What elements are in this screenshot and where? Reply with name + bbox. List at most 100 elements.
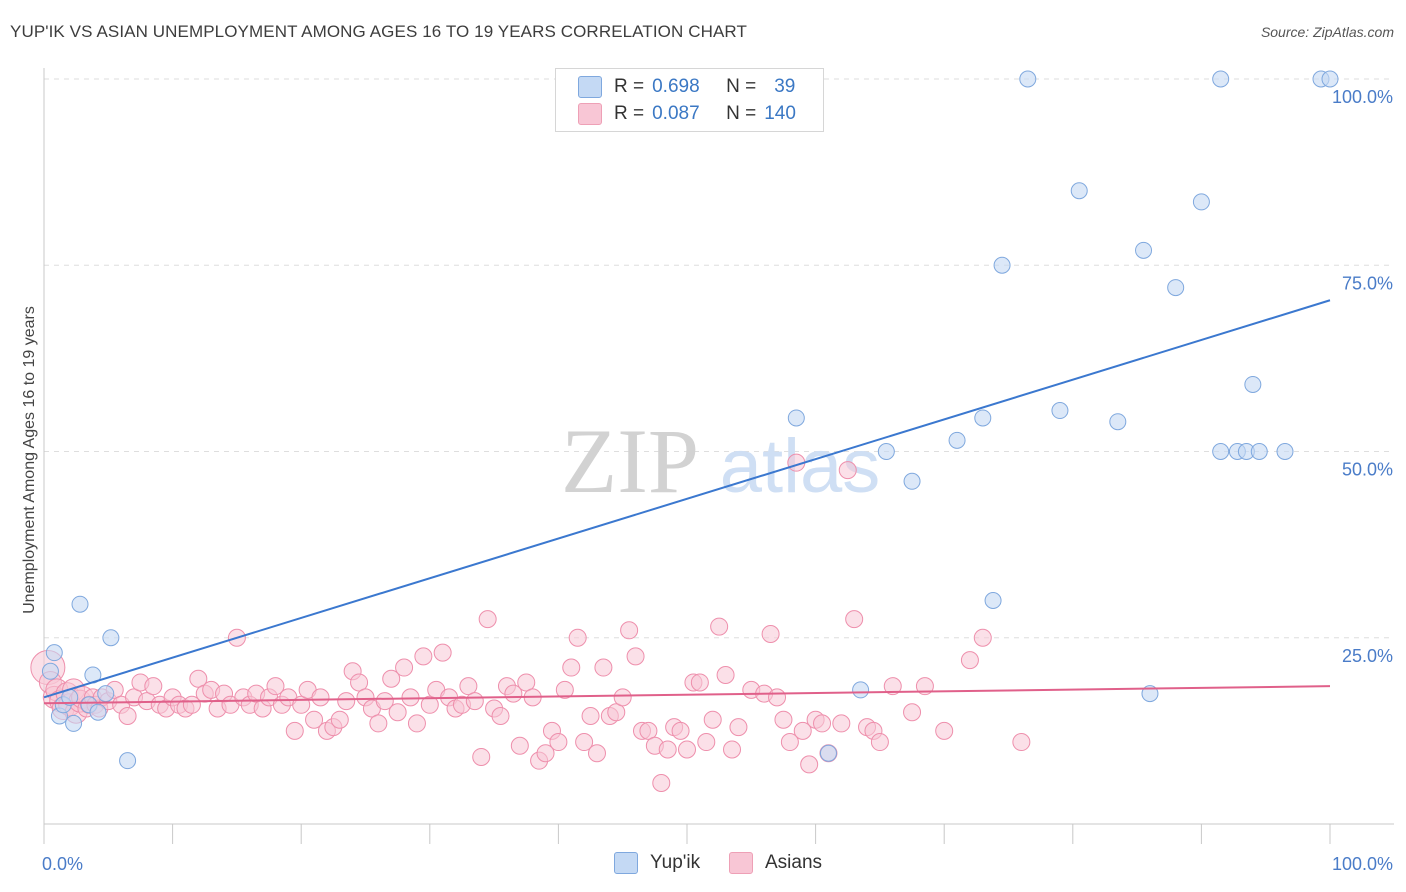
data-point-yupik bbox=[65, 714, 83, 732]
trend-lines bbox=[43, 299, 1331, 705]
data-point-asians bbox=[838, 461, 857, 480]
data-point-asians bbox=[581, 706, 600, 725]
data-point-yupik bbox=[974, 409, 992, 427]
data-point-asians bbox=[562, 658, 581, 677]
data-point-asians bbox=[414, 647, 433, 666]
data-point-yupik bbox=[1244, 375, 1262, 393]
data-point-yupik bbox=[1212, 443, 1230, 460]
data-point-asians bbox=[935, 721, 954, 740]
data-point-yupik bbox=[1135, 241, 1153, 259]
data-point-asians bbox=[780, 733, 799, 752]
bottom-legend-label-asians: Asians bbox=[765, 852, 823, 873]
data-point-asians bbox=[613, 688, 632, 707]
trend-line-asians bbox=[43, 685, 1331, 705]
data-point-asians bbox=[536, 744, 555, 763]
data-point-yupik bbox=[1192, 193, 1210, 211]
data-point-asians bbox=[305, 710, 324, 729]
data-point-yupik bbox=[71, 595, 89, 613]
legend-r-label: R = bbox=[614, 76, 645, 97]
data-point-yupik bbox=[1109, 413, 1127, 431]
y-tick-label: 50.0% bbox=[1342, 460, 1393, 480]
data-point-asians bbox=[652, 774, 671, 793]
data-point-yupik bbox=[852, 681, 870, 699]
data-point-yupik bbox=[1167, 279, 1185, 297]
data-point-asians bbox=[768, 688, 787, 707]
data-point-asians bbox=[433, 643, 452, 662]
data-point-asians bbox=[716, 666, 735, 684]
data-point-asians bbox=[575, 733, 594, 752]
data-point-yupik bbox=[45, 644, 63, 662]
data-point-yupik bbox=[1070, 182, 1088, 200]
data-point-yupik bbox=[948, 431, 966, 449]
data-point-yupik bbox=[1321, 70, 1339, 88]
watermark-zip: ZIP bbox=[561, 410, 699, 512]
data-point-asians bbox=[555, 680, 574, 699]
y-tick-label: 75.0% bbox=[1342, 273, 1393, 293]
legend-n-label: N = bbox=[726, 76, 757, 97]
data-point-yupik bbox=[1276, 443, 1294, 460]
data-point-asians bbox=[382, 669, 401, 688]
data-point-yupik bbox=[877, 443, 895, 460]
data-point-yupik bbox=[984, 592, 1002, 609]
legend-n-value-asians: 140 bbox=[764, 103, 796, 124]
legend-swatch-yupik bbox=[578, 76, 602, 98]
bottom-legend-swatch-asians bbox=[729, 852, 753, 874]
data-point-asians bbox=[607, 703, 626, 722]
data-point-asians bbox=[723, 740, 742, 759]
data-point-yupik bbox=[1019, 70, 1037, 88]
data-point-asians bbox=[407, 714, 426, 733]
watermark: ZIP atlas bbox=[561, 410, 880, 512]
legend-n-label: N = bbox=[726, 103, 757, 124]
data-point-asians bbox=[472, 747, 491, 766]
bottom-legend-swatch-yupik bbox=[614, 852, 638, 874]
data-point-yupik bbox=[819, 744, 837, 762]
bottom-legend-label-yupik: Yup'ik bbox=[650, 852, 701, 873]
data-point-asians bbox=[568, 628, 587, 647]
data-point-asians bbox=[478, 610, 497, 629]
asians-series bbox=[30, 453, 1031, 793]
y-tick-label: 100.0% bbox=[1332, 87, 1393, 107]
legend-n-value-yupik: 39 bbox=[774, 76, 796, 97]
data-point-yupik bbox=[102, 629, 120, 647]
data-point-asians bbox=[639, 721, 658, 740]
data-point-asians bbox=[793, 721, 812, 740]
data-point-asians bbox=[266, 677, 285, 696]
data-point-yupik bbox=[1250, 443, 1268, 460]
data-point-asians bbox=[388, 703, 407, 722]
data-point-asians bbox=[144, 677, 163, 696]
data-point-asians bbox=[800, 755, 819, 774]
data-point-asians bbox=[369, 714, 388, 733]
chart-title: YUP'IK VS ASIAN UNEMPLOYMENT AMONG AGES … bbox=[10, 22, 747, 41]
data-point-yupik bbox=[119, 752, 137, 770]
data-point-asians bbox=[697, 733, 716, 752]
data-point-yupik bbox=[41, 662, 59, 680]
x-tick-label: 0.0% bbox=[42, 854, 83, 874]
data-point-asians bbox=[620, 621, 639, 640]
data-point-asians bbox=[459, 677, 478, 696]
data-point-yupik bbox=[1051, 402, 1069, 420]
data-point-asians bbox=[549, 733, 568, 752]
data-point-yupik bbox=[89, 703, 107, 721]
data-point-asians bbox=[671, 721, 690, 740]
data-point-asians bbox=[678, 740, 696, 759]
y-axis-title: Unemployment Among Ages 16 to 19 years bbox=[21, 306, 38, 614]
data-point-asians bbox=[729, 718, 748, 737]
data-point-yupik bbox=[97, 685, 115, 703]
data-point-asians bbox=[491, 706, 510, 725]
data-point-asians bbox=[594, 658, 613, 677]
legend-r-label: R = bbox=[614, 103, 645, 124]
data-point-asians bbox=[658, 740, 677, 759]
data-point-asians bbox=[311, 688, 330, 707]
gridlines bbox=[44, 78, 1394, 639]
data-point-asians bbox=[285, 721, 304, 740]
data-point-yupik bbox=[993, 256, 1011, 274]
data-point-asians bbox=[375, 692, 394, 711]
data-point-asians bbox=[626, 647, 645, 666]
data-point-asians bbox=[337, 692, 356, 711]
data-point-asians bbox=[845, 610, 864, 629]
legend-row-yupik: R = 0.698 N = 39 bbox=[578, 75, 795, 99]
legend-swatch-asians bbox=[578, 103, 602, 125]
correlation-legend: R = 0.698 N = 39 R = 0.087 N = 140 bbox=[555, 68, 824, 132]
data-point-asians bbox=[960, 651, 979, 670]
